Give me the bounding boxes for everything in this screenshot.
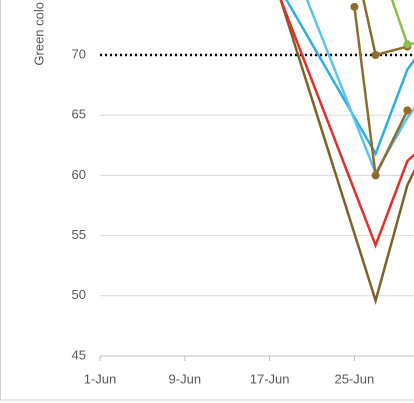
plot-area (279, 0, 414, 306)
y-tick-label: 50 (72, 287, 86, 302)
x-tick-label: 1-Jun (84, 371, 117, 386)
point-marker (403, 106, 412, 115)
y-tick-label: 70 (72, 46, 86, 61)
series-line (390, 0, 414, 46)
y-axis-title: Green colo (31, 2, 46, 66)
point-marker (403, 40, 412, 49)
series-line (362, 0, 408, 57)
series-line (279, 0, 414, 249)
y-tick-label: 65 (72, 107, 86, 122)
x-tick-label: 17-Jun (250, 371, 290, 386)
y-tick-label: 45 (72, 347, 86, 362)
series-line (285, 0, 414, 157)
point-marker (371, 51, 380, 59)
x-tick-label: 9-Jun (169, 371, 202, 386)
series-line (279, 0, 414, 306)
x-tick-label: 25-Jun (335, 371, 375, 386)
point-marker (350, 2, 359, 11)
y-tick-label: 60 (72, 167, 86, 182)
point-marker (371, 171, 380, 180)
y-tick-label: 55 (72, 227, 86, 242)
